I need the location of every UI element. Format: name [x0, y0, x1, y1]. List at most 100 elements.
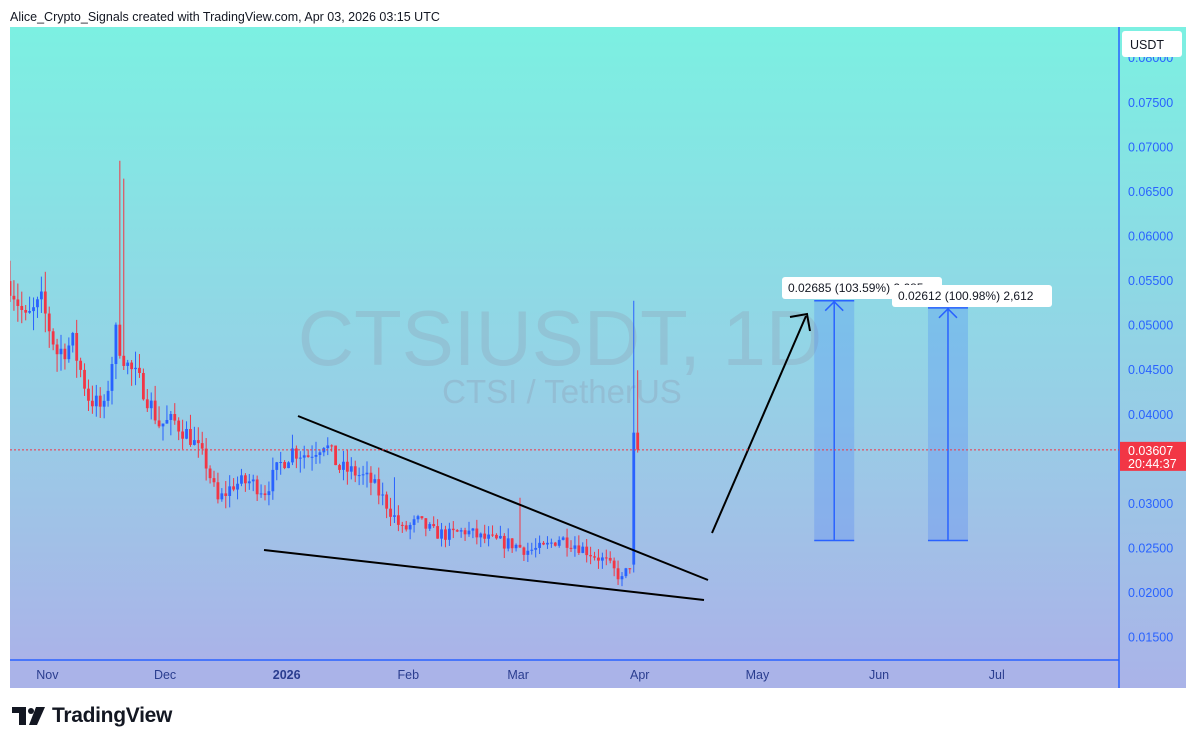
candle-up [361, 474, 365, 476]
range-label-box [892, 285, 1052, 307]
candle-down [83, 369, 86, 389]
candle-up [36, 299, 39, 308]
candle-down [189, 428, 192, 445]
candle-up [416, 516, 420, 520]
candle-down [455, 530, 459, 532]
candle-down [10, 281, 12, 296]
breakout-arrow[interactable] [711, 312, 811, 534]
candle-up [287, 462, 290, 469]
candle-down [173, 414, 177, 421]
candle-down [177, 420, 181, 432]
price-tick-label: 0.04500 [1128, 363, 1173, 377]
candle-down [63, 348, 67, 360]
range-label-text: 0.02612 (100.98%) 2,612 [898, 289, 1034, 303]
candle-up [546, 542, 549, 545]
candle-down [130, 362, 134, 370]
candle-up [32, 307, 35, 312]
time-tick-label: Jun [869, 668, 889, 682]
candle-up [236, 483, 239, 490]
candle-up [393, 515, 396, 517]
candle-down [353, 466, 357, 476]
candle-down [330, 445, 334, 447]
candle-up [349, 466, 353, 472]
candle-down [542, 542, 545, 545]
candle-down [122, 355, 126, 366]
candle-down [55, 344, 59, 355]
candle-up [247, 481, 251, 484]
currency-label: USDT [1130, 38, 1164, 52]
candle-up [169, 414, 173, 420]
candle-up [479, 533, 483, 538]
range-label-text: 0.02685 (103.59%) 2,685 [788, 281, 924, 295]
candle-down [283, 461, 287, 469]
candle-up [220, 493, 224, 500]
candle-down [420, 516, 424, 519]
candle-up [447, 528, 451, 540]
currency-button[interactable]: USDT [1122, 31, 1182, 57]
candle-up [581, 546, 585, 553]
candle-down [404, 525, 408, 530]
candles-layer [10, 160, 640, 587]
candle-down [196, 440, 200, 444]
candle-down [224, 493, 228, 496]
candle-down [553, 542, 557, 546]
candle-down [616, 568, 620, 580]
candle-down [16, 299, 20, 306]
candle-down [24, 309, 28, 313]
candle-up [110, 364, 114, 391]
candle-down [369, 472, 373, 483]
candle-up [165, 419, 169, 424]
candle-up [498, 535, 502, 539]
candle-up [373, 479, 377, 483]
price-chart[interactable]: CTSIUSDT, 1D CTSI / TetherUS 0.02685 (10… [10, 27, 1186, 688]
wedge-lower-trendline[interactable] [263, 549, 705, 601]
candle-down [451, 528, 455, 531]
candle-up [318, 452, 322, 455]
candle-down [200, 443, 204, 449]
wedge-upper-trendline[interactable] [297, 415, 709, 581]
candle-down [79, 360, 83, 370]
candle-down [636, 432, 640, 450]
candle-down [612, 560, 616, 569]
candle-down [255, 479, 259, 495]
time-tick-label: 2026 [273, 668, 301, 682]
candle-down [338, 465, 341, 470]
candle-up [549, 542, 553, 544]
candle-down [463, 530, 467, 535]
candle-up [506, 538, 510, 549]
candle-up [310, 456, 314, 458]
candle-up [228, 486, 232, 496]
candle-down [436, 526, 440, 539]
candle-up [161, 423, 165, 427]
time-axis-labels: Nov Dec 2026 Feb Mar Apr May Jun Jul [36, 668, 1004, 682]
candle-up [39, 291, 43, 300]
candle-up [624, 568, 628, 577]
candle-up [620, 576, 624, 580]
candle-up [600, 557, 604, 561]
candle-up [302, 455, 306, 458]
candle-up [267, 491, 271, 496]
candle-down [12, 295, 16, 300]
time-tick-label: Nov [36, 668, 59, 682]
candle-up [459, 530, 463, 532]
candle-down [181, 431, 185, 439]
candle-up [381, 494, 385, 496]
candle-up [149, 400, 153, 409]
candle-up [557, 539, 561, 546]
candle-up [408, 524, 412, 530]
range-arrow-head [824, 300, 844, 312]
candle-down [118, 324, 122, 356]
time-tick-label: Dec [154, 668, 176, 682]
candle-down [216, 482, 220, 500]
price-tick-label: 0.02500 [1128, 542, 1173, 556]
time-axis-background [10, 660, 1119, 688]
last-price-badge: 0.03607 20:44:37 [1120, 441, 1186, 471]
price-tick-label: 0.02000 [1128, 586, 1173, 600]
price-tick-label: 0.01500 [1128, 631, 1173, 645]
candle-down [396, 515, 400, 525]
candle-down [518, 544, 522, 548]
candle-down [90, 400, 94, 407]
candle-down [20, 305, 24, 310]
candle-down [495, 534, 498, 539]
